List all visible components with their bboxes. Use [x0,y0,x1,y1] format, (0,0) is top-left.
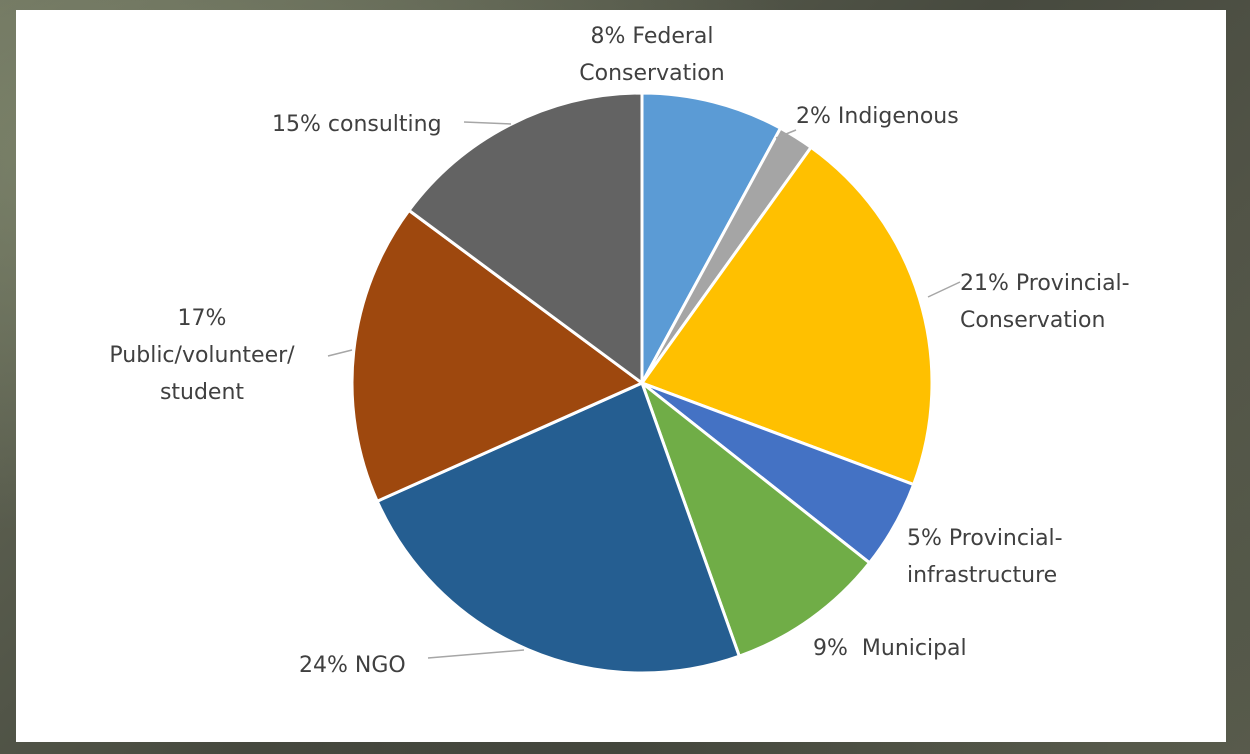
data-label-5-provincial-infrastructure: 5% Provincial-infrastructure [907,526,1063,588]
pie-slice-8-federal-conservation [640,91,782,385]
leader-line-24-ngo [427,649,525,659]
chart-panel: 8% Federal Conservation 2% Indigenous 21% P… [16,10,1226,742]
leader-line-15-consulting [463,121,512,125]
data-label-2-indigenous: 2% Indigenous [796,104,959,129]
data-label-8-federal-conservation: 8% Federal Conservation [579,24,724,86]
data-label-9-municipal: 9% Municipal [813,636,967,661]
data-label-15-consulting: 15% consulting [272,112,442,137]
leader-line-21-provincial-conservation [927,281,961,298]
pie-slice-17-public-volunteer-student [350,208,644,503]
data-label-21-provincial-conservation: 21% Provincial-Conservation [960,271,1130,333]
pie-chart: 8% Federal Conservation 2% Indigenous 21% P… [109,24,1130,678]
leader-line-17-public-volunteer-student [327,349,353,357]
leader-line-2-indigenous [775,129,797,139]
pie-slice-15-consulting [407,91,644,385]
pie-slice-21-provincial-conservation [640,145,934,487]
data-label-17-public-volunteer-student: 17% Public/volunteer/student [109,306,295,405]
pie-slice-9-municipal [640,381,872,658]
data-label-24-ngo: 24% NGO [299,653,406,678]
pie-slice-24-ngo [375,381,741,675]
